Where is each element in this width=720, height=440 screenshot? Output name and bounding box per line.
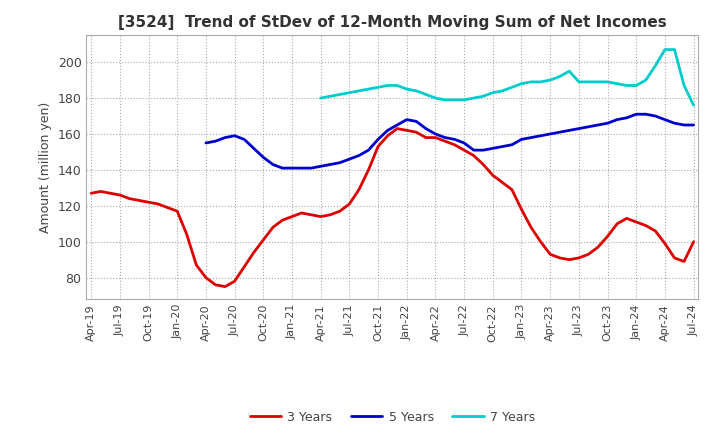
5 Years bbox=[240, 137, 248, 142]
Line: 3 Years: 3 Years bbox=[91, 128, 693, 286]
7 Years bbox=[383, 83, 392, 88]
7 Years bbox=[575, 79, 583, 84]
7 Years bbox=[498, 88, 507, 94]
3 Years bbox=[488, 172, 497, 178]
3 Years bbox=[163, 205, 172, 210]
7 Years bbox=[603, 79, 612, 84]
5 Years bbox=[508, 142, 516, 147]
7 Years bbox=[316, 95, 325, 101]
3 Years bbox=[498, 180, 507, 185]
3 Years bbox=[441, 139, 449, 144]
Title: [3524]  Trend of StDev of 12-Month Moving Sum of Net Incomes: [3524] Trend of StDev of 12-Month Moving… bbox=[118, 15, 667, 30]
3 Years bbox=[402, 128, 411, 133]
Legend: 3 Years, 5 Years, 7 Years: 3 Years, 5 Years, 7 Years bbox=[245, 406, 540, 429]
5 Years bbox=[383, 128, 392, 133]
7 Years bbox=[642, 77, 650, 83]
7 Years bbox=[613, 81, 621, 86]
7 Years bbox=[661, 47, 670, 52]
7 Years bbox=[632, 83, 641, 88]
3 Years bbox=[345, 202, 354, 207]
7 Years bbox=[374, 84, 382, 90]
7 Years bbox=[345, 90, 354, 95]
3 Years bbox=[393, 126, 402, 131]
7 Years bbox=[431, 95, 440, 101]
3 Years bbox=[87, 191, 96, 196]
7 Years bbox=[460, 97, 469, 103]
Line: 5 Years: 5 Years bbox=[206, 114, 693, 168]
Y-axis label: Amount (million yen): Amount (million yen) bbox=[39, 102, 52, 233]
7 Years bbox=[689, 103, 698, 108]
7 Years bbox=[488, 90, 497, 95]
7 Years bbox=[622, 83, 631, 88]
7 Years bbox=[441, 97, 449, 103]
3 Years bbox=[689, 239, 698, 244]
5 Years bbox=[202, 140, 210, 146]
5 Years bbox=[527, 135, 536, 140]
7 Years bbox=[479, 94, 487, 99]
7 Years bbox=[546, 77, 554, 83]
5 Years bbox=[278, 165, 287, 171]
7 Years bbox=[326, 94, 335, 99]
7 Years bbox=[584, 79, 593, 84]
7 Years bbox=[450, 97, 459, 103]
Line: 7 Years: 7 Years bbox=[320, 50, 693, 105]
7 Years bbox=[594, 79, 603, 84]
5 Years bbox=[689, 122, 698, 128]
5 Years bbox=[441, 135, 449, 140]
7 Years bbox=[402, 86, 411, 92]
7 Years bbox=[412, 88, 420, 94]
7 Years bbox=[565, 69, 574, 74]
7 Years bbox=[555, 74, 564, 79]
7 Years bbox=[670, 47, 679, 52]
7 Years bbox=[651, 63, 660, 68]
5 Years bbox=[469, 147, 478, 153]
3 Years bbox=[221, 284, 230, 289]
7 Years bbox=[469, 95, 478, 101]
5 Years bbox=[632, 112, 641, 117]
7 Years bbox=[393, 83, 402, 88]
7 Years bbox=[364, 86, 373, 92]
7 Years bbox=[517, 81, 526, 86]
7 Years bbox=[355, 88, 364, 94]
7 Years bbox=[527, 79, 536, 84]
7 Years bbox=[508, 84, 516, 90]
7 Years bbox=[336, 92, 344, 97]
7 Years bbox=[421, 92, 430, 97]
7 Years bbox=[536, 79, 545, 84]
7 Years bbox=[680, 83, 688, 88]
